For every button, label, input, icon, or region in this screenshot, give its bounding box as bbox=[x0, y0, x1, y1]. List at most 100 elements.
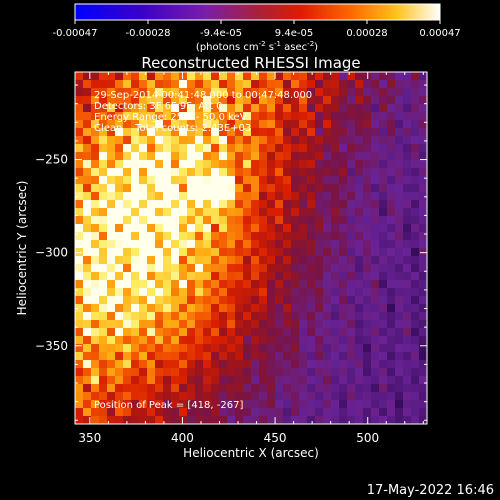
heatmap-cell bbox=[355, 272, 364, 281]
heatmap-cell bbox=[211, 248, 220, 257]
heatmap-cell bbox=[243, 176, 252, 185]
heatmap-cell bbox=[403, 112, 412, 121]
heatmap-cell bbox=[187, 216, 196, 225]
heatmap-cell bbox=[227, 328, 236, 337]
heatmap-cell bbox=[163, 72, 172, 81]
heatmap-cell bbox=[275, 304, 284, 313]
heatmap-cell bbox=[115, 416, 124, 424]
heatmap-cell bbox=[131, 176, 140, 185]
heatmap-cell bbox=[347, 224, 356, 233]
colorbar-tick-label: -0.00047 bbox=[53, 28, 98, 39]
heatmap-cell bbox=[291, 96, 300, 105]
heatmap-cell bbox=[259, 72, 268, 81]
heatmap-cell bbox=[211, 144, 220, 153]
heatmap-cell bbox=[331, 392, 340, 401]
heatmap-cell bbox=[139, 392, 148, 401]
heatmap-cell bbox=[347, 288, 356, 297]
heatmap-cell bbox=[307, 112, 316, 121]
heatmap-cell bbox=[403, 392, 412, 401]
heatmap-cell bbox=[307, 80, 316, 89]
colorbar-tick-label: 9.4e-05 bbox=[275, 28, 313, 39]
heatmap-cell bbox=[267, 264, 276, 273]
heatmap-cell bbox=[331, 120, 340, 129]
heatmap-cell bbox=[163, 368, 172, 377]
heatmap-cell bbox=[355, 168, 364, 177]
heatmap-cell bbox=[275, 352, 284, 361]
heatmap-cell bbox=[331, 88, 340, 97]
heatmap-cell bbox=[395, 120, 404, 129]
heatmap-cell bbox=[371, 72, 380, 81]
heatmap-cell bbox=[291, 328, 300, 337]
heatmap-cell bbox=[115, 376, 124, 385]
heatmap-cell bbox=[187, 400, 196, 409]
heatmap-cell bbox=[243, 336, 252, 345]
heatmap-cell bbox=[203, 408, 212, 417]
heatmap-cell bbox=[299, 296, 308, 305]
heatmap-cell bbox=[115, 320, 124, 329]
heatmap-cell bbox=[315, 248, 324, 257]
heatmap-cell bbox=[147, 320, 156, 329]
heatmap-cell bbox=[75, 96, 84, 105]
heatmap-cell bbox=[203, 288, 212, 297]
heatmap-cell bbox=[275, 408, 284, 417]
colorbar-ticks bbox=[74, 20, 441, 24]
heatmap-cell bbox=[99, 344, 108, 353]
heatmap-cell bbox=[363, 120, 372, 129]
heatmap-cell bbox=[339, 160, 348, 169]
heatmap-cell bbox=[211, 296, 220, 305]
heatmap-cell bbox=[203, 400, 212, 409]
heatmap-cell bbox=[387, 144, 396, 153]
heatmap-cell bbox=[411, 400, 420, 409]
heatmap-cell bbox=[323, 368, 332, 377]
heatmap-cell bbox=[83, 88, 92, 97]
heatmap-cell bbox=[187, 240, 196, 249]
heatmap-cell bbox=[419, 136, 427, 145]
heatmap-cell bbox=[211, 184, 220, 193]
heatmap-cell bbox=[147, 240, 156, 249]
heatmap-cell bbox=[251, 408, 260, 417]
heatmap-cell bbox=[187, 200, 196, 209]
heatmap-cell bbox=[403, 216, 412, 225]
heatmap-cell bbox=[147, 176, 156, 185]
heatmap-cell bbox=[139, 152, 148, 161]
heatmap-cell bbox=[331, 216, 340, 225]
heatmap-cell bbox=[411, 80, 420, 89]
heatmap-cell bbox=[91, 360, 100, 369]
heatmap-cell bbox=[371, 328, 380, 337]
heatmap-cell bbox=[99, 208, 108, 217]
heatmap-cell bbox=[131, 120, 140, 129]
heatmap-cell bbox=[243, 200, 252, 209]
heatmap-cell bbox=[139, 200, 148, 209]
heatmap-cell bbox=[219, 272, 228, 281]
heatmap-cell bbox=[307, 368, 316, 377]
heatmap-cell bbox=[91, 200, 100, 209]
heatmap-cell bbox=[379, 344, 388, 353]
heatmap-cell bbox=[187, 296, 196, 305]
heatmap-cell bbox=[75, 416, 84, 424]
heatmap-cell bbox=[75, 352, 84, 361]
heatmap-cell bbox=[235, 88, 244, 97]
heatmap-cell bbox=[411, 248, 420, 257]
heatmap-cell bbox=[299, 336, 308, 345]
heatmap-cell bbox=[139, 256, 148, 265]
heatmap-cell bbox=[283, 128, 292, 137]
heatmap-cell bbox=[99, 280, 108, 289]
heatmap-cell bbox=[131, 152, 140, 161]
heatmap-cell bbox=[195, 184, 204, 193]
heatmap-cell bbox=[275, 344, 284, 353]
heatmap-cell bbox=[299, 192, 308, 201]
heatmap-cell bbox=[211, 288, 220, 297]
heatmap-cell bbox=[379, 96, 388, 105]
heatmap-cell bbox=[219, 368, 228, 377]
heatmap-cell bbox=[107, 208, 116, 217]
heatmap-cell bbox=[227, 224, 236, 233]
heatmap-cell bbox=[139, 352, 148, 361]
heatmap-cell bbox=[139, 120, 148, 129]
heatmap-cell bbox=[203, 248, 212, 257]
heatmap-cell bbox=[275, 72, 284, 81]
heatmap-cell bbox=[323, 352, 332, 361]
heatmap-cell bbox=[339, 304, 348, 313]
y-tick-label: −350 bbox=[35, 339, 68, 353]
heatmap-cell bbox=[187, 312, 196, 321]
heatmap-cell bbox=[75, 288, 84, 297]
